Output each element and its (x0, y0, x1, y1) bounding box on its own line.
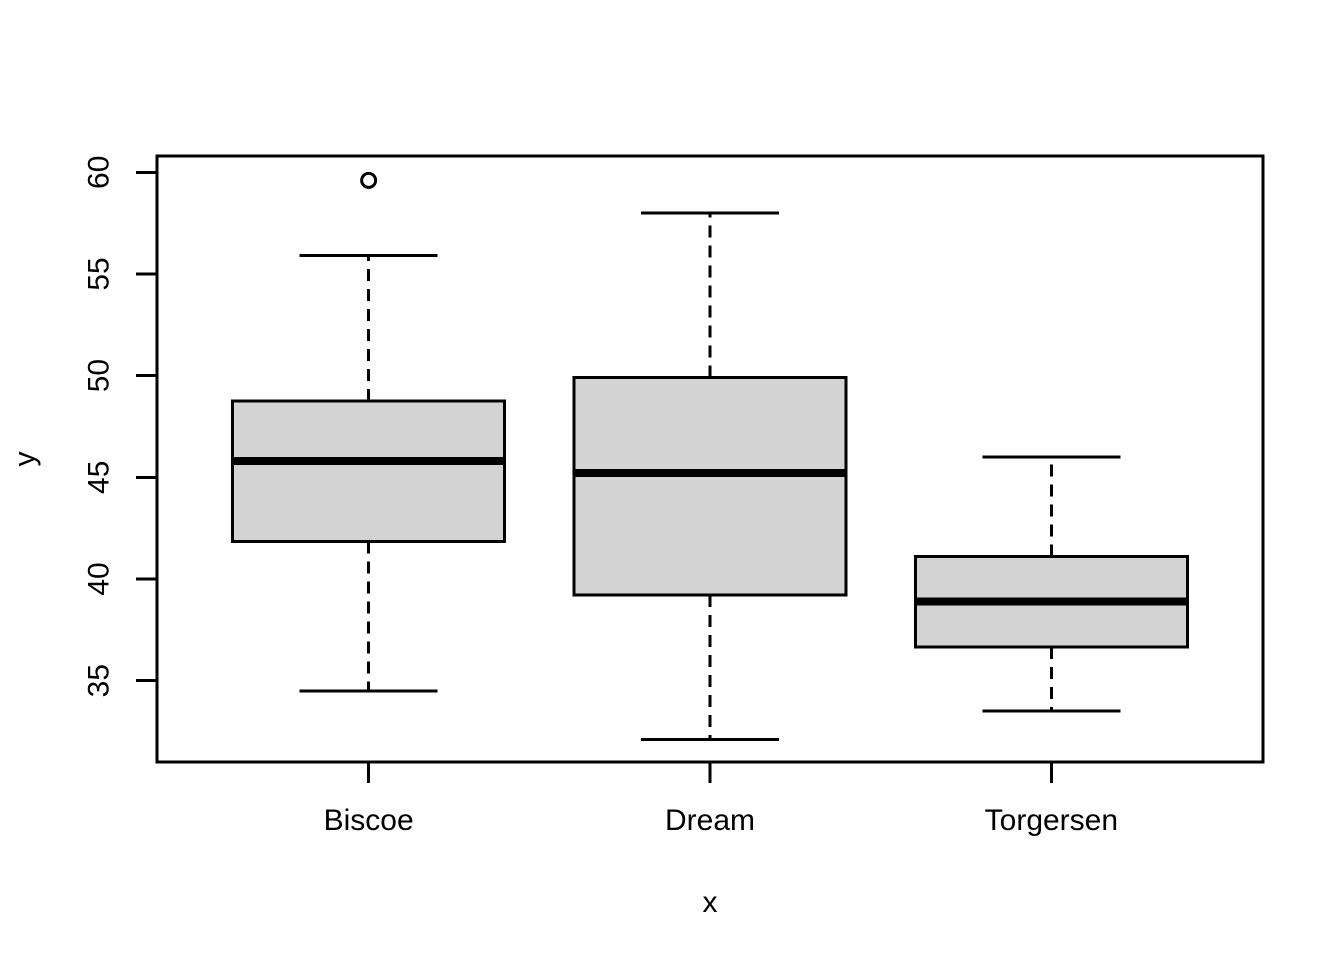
y-axis-tick-label: 55 (83, 257, 116, 290)
x-axis-category-label: Biscoe (324, 804, 414, 837)
y-axis-tick-label: 45 (83, 461, 116, 494)
x-axis-title: x (703, 886, 718, 919)
outlier-point (360, 171, 378, 189)
iqr-box (231, 399, 507, 543)
y-axis-tick-label: 50 (83, 359, 116, 392)
iqr-box (572, 376, 848, 597)
y-axis-title: y (9, 452, 42, 467)
x-axis-category-label: Torgersen (985, 804, 1118, 837)
plot-area: 35 40 45 50 55 60 Biscoe Dream Torgersen (83, 154, 1265, 837)
boxplot-group-dream (572, 211, 848, 742)
boxplot-group-torgersen (913, 455, 1189, 713)
y-axis-tick-label: 60 (83, 156, 116, 189)
y-axis-tick-label: 35 (83, 664, 116, 697)
x-axis-category-label: Dream (665, 804, 755, 837)
boxplot-group-biscoe (231, 171, 507, 693)
y-axis-tick-label: 40 (83, 562, 116, 595)
